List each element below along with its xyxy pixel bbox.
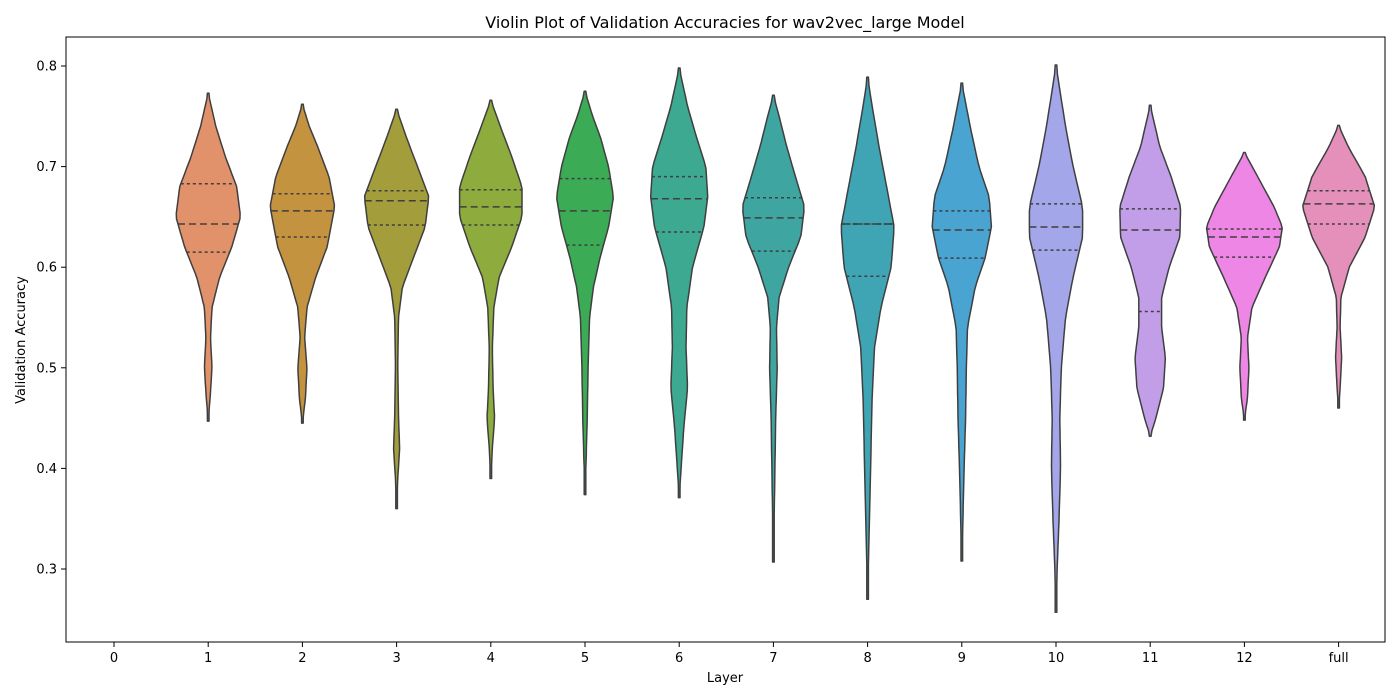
- violin-layer-4: [458, 99, 523, 480]
- x-tick-label: 0: [110, 651, 118, 666]
- violin-layer-5: [556, 90, 614, 496]
- x-tick-label: 6: [675, 651, 683, 666]
- y-tick-label: 0.3: [36, 563, 57, 578]
- y-tick-label: 0.8: [36, 60, 57, 75]
- violin-layer-6: [649, 67, 709, 499]
- y-tick-label: 0.5: [36, 361, 57, 376]
- y-tick-label: 0.6: [36, 261, 57, 276]
- x-tick-label: 2: [298, 651, 306, 666]
- x-tick-label: 9: [958, 651, 966, 666]
- y-axis: 0.3 0.4 0.5 0.6 0.7 0.8: [36, 60, 66, 578]
- x-tick-label: full: [1329, 651, 1349, 666]
- x-tick-label: 1: [204, 651, 212, 666]
- quartile-lines-layer: [177, 175, 1374, 313]
- violin-layer-3: [363, 108, 430, 510]
- x-tick-label: 11: [1142, 651, 1159, 666]
- violin-layer-11: [1119, 104, 1182, 437]
- x-tick-label: 12: [1236, 651, 1253, 666]
- x-tick-label: 7: [769, 651, 777, 666]
- violin-layer-8: [840, 76, 895, 600]
- violin-layer-10: [1028, 64, 1084, 614]
- violin-layer-1: [175, 92, 241, 422]
- x-tick-label: 10: [1048, 651, 1065, 666]
- x-axis-label: Layer: [707, 671, 744, 686]
- violin-layer-9: [931, 82, 993, 562]
- violins-layer: [175, 64, 1376, 614]
- x-tick-label: 3: [392, 651, 400, 666]
- violin-layer-2: [269, 103, 336, 424]
- x-axis: 0 1 2 3 4 5 6 7 8 9 10 11 12 full: [110, 642, 1349, 666]
- x-tick-label: 5: [581, 651, 589, 666]
- y-axis-label: Validation Accuracy: [14, 276, 29, 404]
- y-tick-label: 0.4: [36, 462, 57, 477]
- violin-layer-7: [742, 94, 805, 563]
- plot-frame: [65, 36, 1386, 643]
- x-tick-label: 4: [487, 651, 495, 666]
- violin-layer-12: [1205, 151, 1283, 421]
- chart-title: Violin Plot of Validation Accuracies for…: [485, 13, 964, 33]
- x-tick-label: 8: [863, 651, 871, 666]
- y-tick-label: 0.7: [36, 160, 57, 175]
- violin-layer-full: [1302, 124, 1376, 409]
